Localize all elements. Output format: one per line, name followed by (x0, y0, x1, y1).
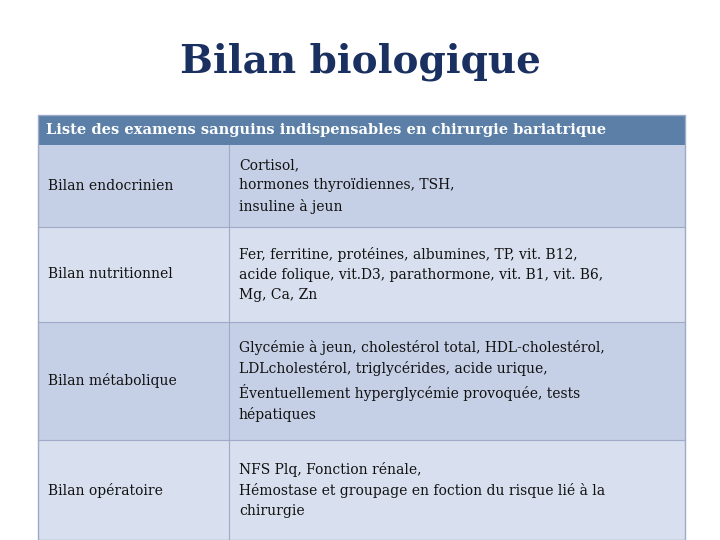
Text: NFS Plq, Fonction rénale,
Hémostase et groupage en foction du risque lié à la
ch: NFS Plq, Fonction rénale, Hémostase et g… (239, 462, 605, 518)
Bar (38, 145, 685, 227)
Text: Bilan nutritionnel: Bilan nutritionnel (48, 267, 173, 281)
Bar (38, 322, 685, 440)
Text: Bilan biologique: Bilan biologique (179, 43, 541, 81)
Text: Fer, ferritine, protéines, albumines, TP, vit. B12,
acide folique, vit.D3, parat: Fer, ferritine, protéines, albumines, TP… (239, 247, 603, 302)
Bar (38, 115, 685, 145)
Text: Bilan endocrinien: Bilan endocrinien (48, 179, 174, 193)
Bar (38, 227, 685, 322)
Bar (38, 440, 685, 540)
Text: Liste des examens sanguins indispensables en chirurgie bariatrique: Liste des examens sanguins indispensable… (46, 123, 606, 137)
Bar (38, 115, 685, 540)
Text: Bilan opératoire: Bilan opératoire (48, 483, 163, 497)
Text: Bilan métabolique: Bilan métabolique (48, 374, 176, 388)
Text: Cortisol,
hormones thyroïdiennes, TSH,
insuline à jeun: Cortisol, hormones thyroïdiennes, TSH, i… (239, 158, 454, 214)
Text: Glycémie à jeun, cholestérol total, HDL-cholestérol,
LDLcholestérol, triglycérid: Glycémie à jeun, cholestérol total, HDL-… (239, 340, 605, 422)
